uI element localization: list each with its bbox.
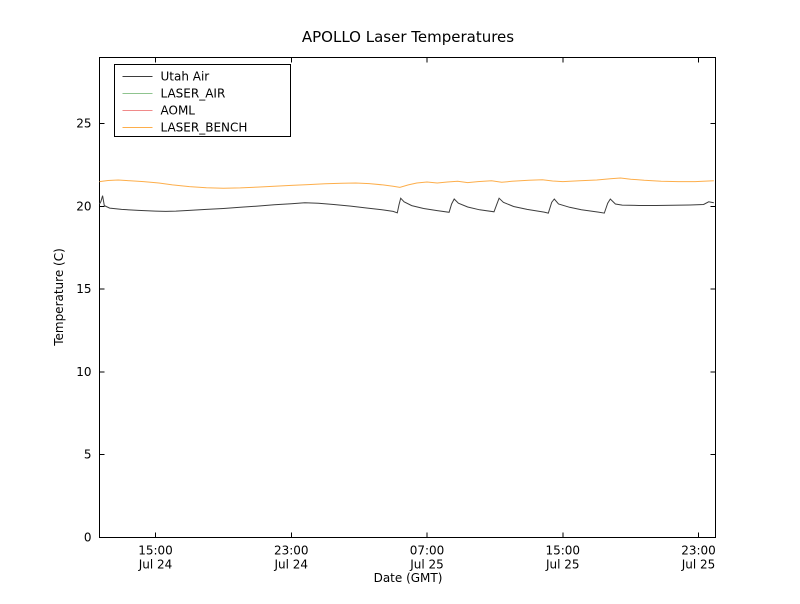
legend-label: LASER_AIR	[161, 87, 226, 101]
chart-title: APOLLO Laser Temperatures	[302, 28, 514, 46]
y-axis-label: Temperature (C)	[52, 248, 66, 347]
x-tick-time-label: 23:00	[681, 544, 716, 558]
y-tick-label: 5	[84, 448, 92, 462]
x-tick-time-label: 23:00	[274, 544, 309, 558]
x-tick-date-label: Jul 24	[273, 558, 308, 572]
legend-label: LASER_BENCH	[161, 121, 248, 135]
series-line-utah-air	[99, 195, 714, 214]
x-tick-time-label: 07:00	[410, 544, 445, 558]
y-tick-label: 0	[84, 531, 92, 545]
y-tick-label: 10	[76, 365, 91, 379]
x-tick-time-label: 15:00	[545, 544, 580, 558]
x-tick-date-label: Jul 25	[545, 558, 580, 572]
plot-frame	[99, 57, 716, 538]
y-tick-label: 15	[76, 282, 91, 296]
x-tick-date-label: Jul 25	[681, 558, 716, 572]
legend-label: AOML	[161, 104, 196, 118]
y-tick-label: 25	[76, 117, 91, 131]
x-axis-label: Date (GMT)	[374, 571, 443, 585]
x-tick-date-label: Jul 25	[409, 558, 444, 572]
y-tick-label: 20	[76, 199, 91, 213]
legend-label: Utah Air	[161, 70, 210, 84]
series-line-laser-bench	[99, 177, 714, 189]
x-tick-time-label: 15:00	[138, 544, 173, 558]
x-tick-date-label: Jul 24	[138, 558, 173, 572]
